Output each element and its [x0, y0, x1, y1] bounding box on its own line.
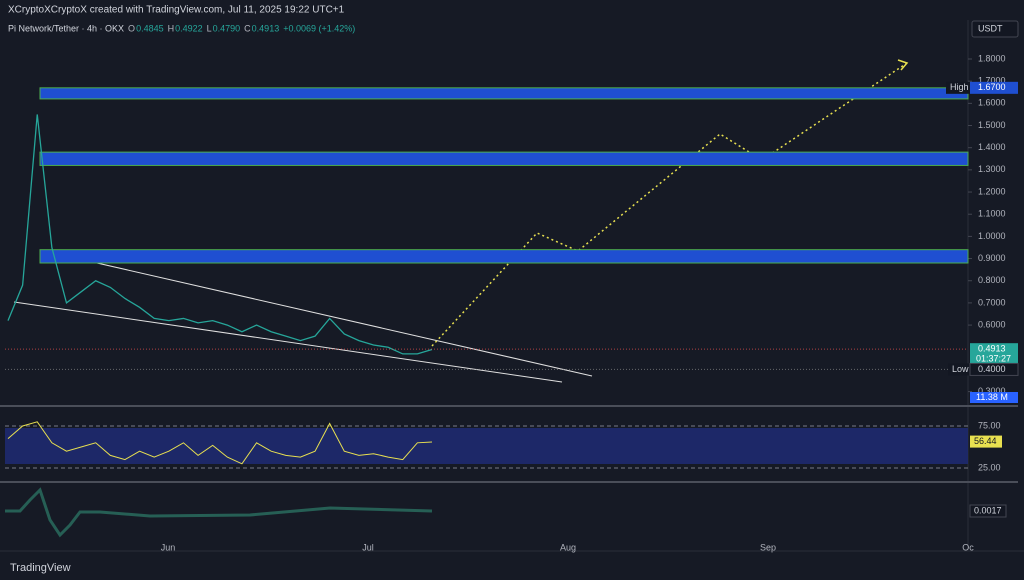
y-tick-label: 1.1000 — [978, 209, 1006, 219]
header-item: 0.4845 — [136, 23, 164, 33]
low-tag-box — [948, 363, 970, 376]
x-tick-label: Sep — [760, 542, 776, 552]
high-tag: High — [950, 82, 969, 92]
low-label: 0.4000 — [978, 364, 1006, 374]
y-tick-label: 0.3000 — [978, 386, 1006, 396]
high-label: 1.6700 — [978, 82, 1006, 92]
low-box — [969, 362, 1019, 376]
y-tick-label: 1.8000 — [978, 53, 1006, 63]
projection-path — [431, 62, 908, 347]
header-item: O — [128, 23, 135, 33]
y-tick-label: 1.2000 — [978, 186, 1006, 196]
y-tick-label: 1.4000 — [978, 142, 1006, 152]
x-tick-label: Jul — [362, 542, 374, 552]
header-item: +0.0069 (+1.42%) — [283, 23, 355, 33]
x-tick-label: Jun — [161, 542, 176, 552]
y-tick-label: 0.9000 — [978, 253, 1006, 263]
volume-label: 11.38 M — [976, 392, 1008, 402]
header-item: 0.4922 — [175, 23, 203, 33]
current-box — [970, 343, 1018, 366]
y-tick-label: 1.5000 — [978, 120, 1006, 130]
high-tag-box — [946, 81, 970, 94]
y-tick-label: 1.6000 — [978, 98, 1006, 108]
zone — [39, 249, 969, 264]
macd-label: 0.0017 — [974, 505, 1002, 515]
rsi-line — [7, 421, 433, 465]
rsi-tick-label: 75.00 — [978, 420, 1001, 430]
currency-box — [971, 20, 1019, 38]
rsi-label: 56.44 — [974, 436, 997, 446]
countdown: 01:37:27 — [976, 354, 1011, 364]
rsi-tick-label: 25.00 — [978, 462, 1001, 472]
y-tick-label: 0.6000 — [978, 319, 1006, 329]
y-tick-label: 1.0000 — [978, 231, 1006, 241]
header-item: H — [168, 23, 175, 33]
y-tick-label: 1.3000 — [978, 164, 1006, 174]
x-tick-label: Aug — [560, 542, 576, 552]
low-tag: Low — [952, 364, 969, 374]
macd-box — [969, 504, 1007, 518]
rsi-band — [5, 428, 968, 464]
footer-logo: TradingView — [10, 562, 71, 574]
header-item: Pi Network/Tether · 4h · OKX — [8, 23, 124, 33]
projection-arrow — [897, 59, 909, 71]
trendline — [61, 254, 593, 377]
volume-box — [970, 392, 1018, 403]
trendline — [13, 301, 563, 383]
header-item: C — [244, 23, 251, 33]
price-line — [7, 114, 433, 355]
currency: USDT — [978, 23, 1003, 33]
header-item: L — [207, 23, 212, 33]
high-box — [970, 81, 1018, 94]
header-item: 0.4913 — [252, 23, 280, 33]
zone — [39, 151, 969, 166]
current-label: 0.4913 — [978, 344, 1006, 354]
y-tick-label: 0.8000 — [978, 275, 1006, 285]
x-tick-label: Oc — [962, 542, 974, 552]
header-item: 0.4790 — [213, 23, 241, 33]
y-tick-label: 1.7000 — [978, 76, 1006, 86]
zone — [39, 87, 969, 100]
creator: XCryptoXCryptoX created with TradingView… — [8, 5, 345, 16]
y-tick-label: 0.7000 — [978, 297, 1006, 307]
rsi-box — [970, 435, 1002, 448]
macd-histogram — [5, 487, 433, 538]
